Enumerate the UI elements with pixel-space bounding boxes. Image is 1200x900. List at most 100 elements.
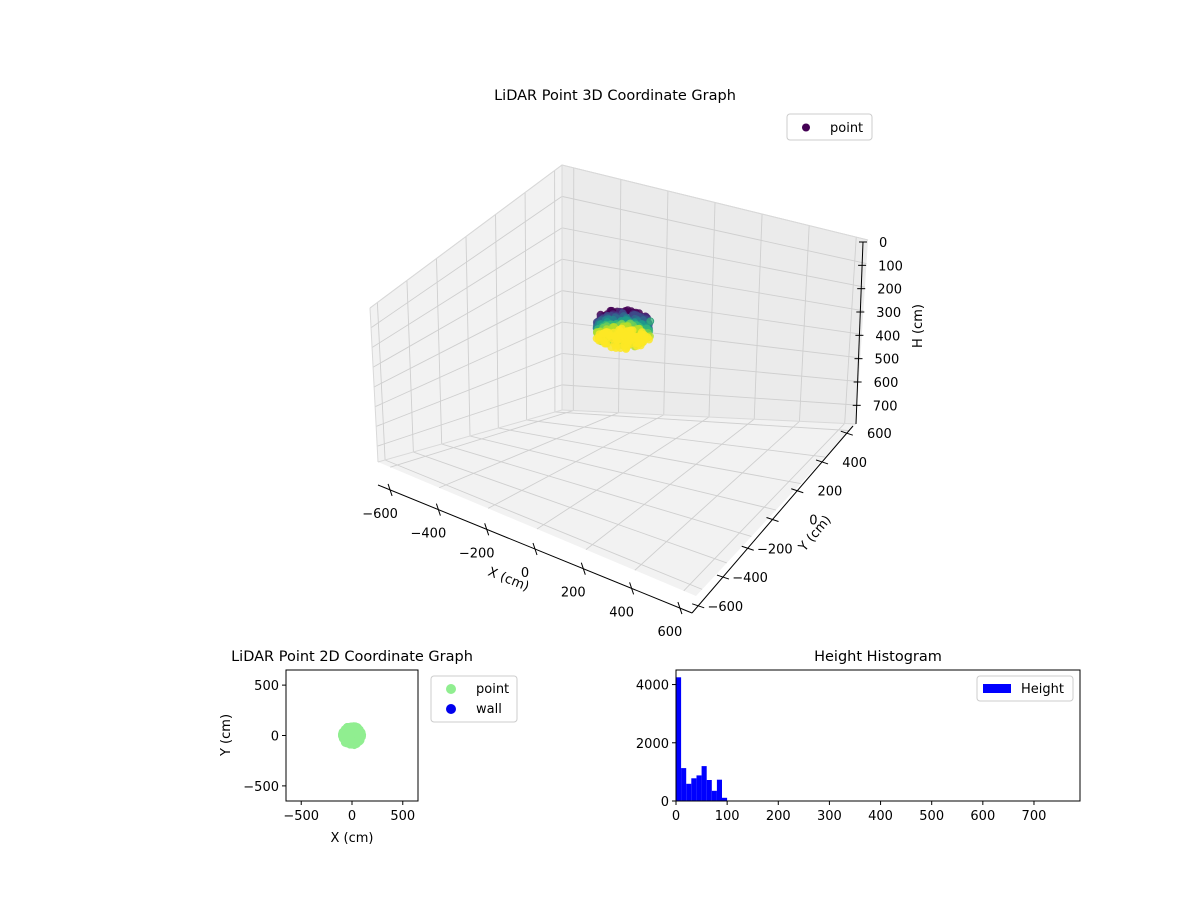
x-tick-label-2d: 500 bbox=[390, 809, 415, 824]
z-tick-label-3d: 600 bbox=[874, 376, 899, 391]
y-tick-3d bbox=[766, 517, 779, 522]
y-tick-3d bbox=[741, 545, 754, 551]
y-tick-label-3d: 600 bbox=[867, 427, 892, 442]
point-3d bbox=[622, 344, 630, 353]
y-tick-label-3d: 400 bbox=[842, 456, 867, 471]
point-series-3d bbox=[592, 306, 655, 353]
legend-label-point-3d: point bbox=[830, 121, 863, 136]
y-tick-label-3d: −200 bbox=[757, 542, 793, 557]
z-tick-label-3d: 100 bbox=[878, 259, 903, 274]
legend-marker-point-3d bbox=[802, 123, 810, 132]
legend-label-height: Height bbox=[1021, 682, 1064, 697]
x-tick-label-hist: 700 bbox=[1022, 809, 1047, 824]
chart-2d-legend: point wall bbox=[430, 675, 518, 723]
point-3d bbox=[637, 328, 646, 337]
point-series-2d bbox=[338, 722, 367, 750]
point-3d-outlier bbox=[646, 317, 655, 326]
x-tick-label-3d: 600 bbox=[658, 625, 683, 640]
histogram-bar bbox=[706, 780, 712, 801]
point-2d bbox=[343, 739, 351, 748]
z-tick-label-3d: 300 bbox=[876, 306, 901, 321]
y-tick-3d bbox=[791, 488, 804, 494]
y-tick-label-3d: −600 bbox=[707, 600, 743, 615]
chart-3d-floor-left-edge bbox=[377, 409, 563, 463]
x-tick-label-2d: −500 bbox=[283, 809, 319, 824]
chart-3d: LiDAR Point 3D Coordinate Graph −600 −400… bbox=[362, 88, 926, 640]
y-tick-label-hist: 4000 bbox=[636, 679, 669, 694]
legend-marker-wall-2d bbox=[446, 704, 456, 714]
z-tick-label-3d: 500 bbox=[875, 353, 900, 368]
x-tick-label-3d: −600 bbox=[362, 507, 398, 522]
point-3d bbox=[607, 343, 616, 352]
chart-3d-legend-box bbox=[786, 113, 873, 141]
chart-3d-ticks: −600−400−2000200400600−600−400−200020040… bbox=[362, 236, 903, 640]
x-tick-label-hist: 500 bbox=[919, 809, 944, 824]
chart-2d: LiDAR Point 2D Coordinate Graph −500 0 500… bbox=[219, 649, 518, 846]
chart-3d-floor-pane bbox=[378, 410, 856, 596]
y-tick-label-hist: 2000 bbox=[636, 737, 669, 752]
x-tick-3d bbox=[387, 483, 393, 497]
point-3d bbox=[604, 328, 613, 337]
chart-3d-legend: point bbox=[786, 113, 873, 141]
y-tick-label-2d: 0 bbox=[271, 730, 279, 745]
chart-3d-floor-back-edge bbox=[561, 409, 857, 425]
x-tick-3d bbox=[580, 562, 586, 575]
point-3d bbox=[625, 331, 633, 340]
legend-label-point-2d: point bbox=[476, 682, 509, 697]
histogram-bar bbox=[676, 677, 682, 801]
histogram-bars bbox=[676, 677, 728, 801]
chart-3d-title: LiDAR Point 3D Coordinate Graph bbox=[494, 88, 736, 104]
x-tick-3d bbox=[629, 582, 635, 595]
legend-label-wall-2d: wall bbox=[476, 702, 502, 717]
x-tick-label-hist: 400 bbox=[868, 809, 893, 824]
histogram-ticks: 0 100 200 300 400 500 600 700 0 2000 4000 bbox=[636, 679, 1046, 824]
point-2d bbox=[356, 735, 364, 744]
x-tick-label-2d: 0 bbox=[348, 809, 356, 824]
histogram-bar bbox=[686, 783, 692, 801]
x-tick-label-3d: 0 bbox=[521, 566, 529, 581]
y-tick-label-hist: 0 bbox=[661, 795, 669, 810]
histogram-bar bbox=[722, 797, 728, 801]
y-tick-label-3d: 0 bbox=[809, 514, 817, 529]
chart-2d-ticks: −500 0 500 −500 0 500 bbox=[243, 679, 415, 824]
chart-3d-top-left-edge bbox=[369, 164, 563, 309]
x-tick-label-3d: −200 bbox=[459, 546, 495, 561]
y-tick-3d bbox=[815, 459, 829, 465]
histogram-bar bbox=[701, 766, 707, 801]
y-tick-3d bbox=[716, 574, 730, 580]
y-tick-label-3d: −400 bbox=[732, 571, 768, 586]
y-tick-3d bbox=[840, 430, 853, 436]
x-tick-label-hist: 600 bbox=[970, 809, 995, 824]
histogram-frame bbox=[675, 669, 1081, 802]
histogram-bar bbox=[716, 779, 722, 801]
x-tick-label-hist: 200 bbox=[766, 809, 791, 824]
chart-3d-back-pane bbox=[562, 165, 868, 424]
x-tick-3d bbox=[532, 542, 538, 556]
x-tick-3d bbox=[435, 503, 441, 516]
y-tick-label-2d: 500 bbox=[254, 679, 279, 694]
y-tick-3d bbox=[692, 603, 705, 609]
x-tick-label-3d: −400 bbox=[411, 527, 447, 542]
x-axis-label-2d: X (cm) bbox=[331, 831, 374, 846]
point-3d bbox=[632, 341, 641, 350]
z-tick-label-3d: 700 bbox=[873, 399, 898, 414]
z-tick-label-3d: 400 bbox=[875, 329, 900, 344]
y-tick-label-3d: 200 bbox=[817, 485, 842, 500]
histogram-legend: Height bbox=[976, 675, 1074, 702]
histogram-title: Height Histogram bbox=[814, 649, 942, 665]
legend-marker-height bbox=[983, 684, 1011, 693]
chart-3d-top-back-edge bbox=[561, 164, 869, 241]
y-axis-label-2d: Y (cm) bbox=[219, 714, 234, 757]
z-tick-label-3d: 200 bbox=[877, 283, 902, 298]
x-tick-label-hist: 300 bbox=[817, 809, 842, 824]
x-tick-3d bbox=[484, 523, 490, 536]
point-2d bbox=[343, 726, 352, 735]
x-tick-label-hist: 100 bbox=[715, 809, 740, 824]
histogram-bar bbox=[696, 775, 702, 801]
chart-histogram: Height Histogram 0 100 200 300 400 500 600 7000… bbox=[636, 649, 1081, 824]
x-tick-label-3d: 400 bbox=[609, 605, 634, 620]
histogram-legend-box bbox=[976, 675, 1074, 702]
chart-2d-title: LiDAR Point 2D Coordinate Graph bbox=[231, 649, 473, 665]
x-tick-label-hist: 0 bbox=[672, 809, 680, 824]
